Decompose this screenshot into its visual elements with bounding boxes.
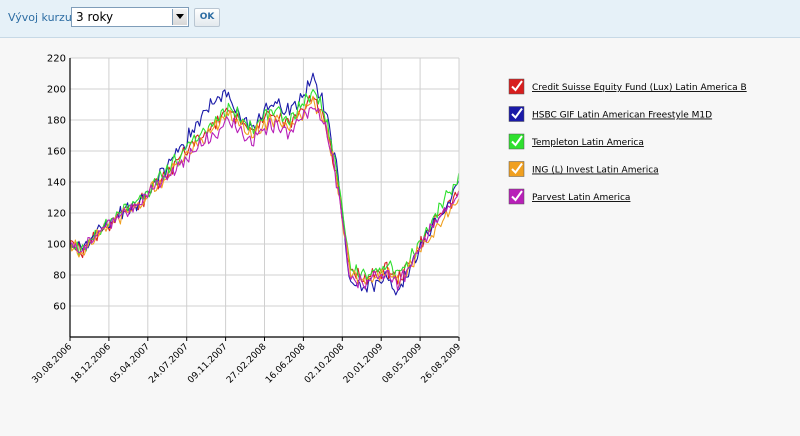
period-select-value: 3 roky bbox=[76, 10, 114, 24]
y-tick-label: 120 bbox=[47, 209, 66, 220]
x-tick-label: 26.08.2009 bbox=[420, 342, 464, 386]
period-label: Vývoj kurzu: bbox=[8, 11, 76, 24]
legend-label[interactable]: HSBC GIF Latin American Freestyle M1D bbox=[532, 111, 712, 121]
x-tick-label: 02.10.2008 bbox=[303, 342, 347, 386]
x-tick-label: 08.05.2009 bbox=[381, 342, 425, 386]
legend-item[interactable]: HSBC GIF Latin American Freestyle M1D bbox=[508, 106, 712, 122]
x-axis-ticks: 30.08.200618.12.200605.04.200724.07.2007… bbox=[31, 342, 464, 386]
legend-label[interactable]: ING (L) Invest Latin America bbox=[532, 166, 659, 176]
period-select[interactable]: 3 roky bbox=[71, 7, 189, 27]
legend-label[interactable]: Credit Suisse Equity Fund (Lux) Latin Am… bbox=[532, 83, 747, 93]
legend-item[interactable]: Parvest Latin America bbox=[508, 188, 630, 205]
x-tick-label: 24.07.2007 bbox=[147, 342, 191, 386]
legend-label[interactable]: Templeton Latin America bbox=[531, 138, 644, 148]
x-tick-label: 27.02.2008 bbox=[225, 342, 269, 386]
dropdown-arrow-icon[interactable] bbox=[172, 9, 187, 25]
y-tick-label: 200 bbox=[47, 85, 66, 96]
x-tick-label: 09.11.2007 bbox=[186, 342, 230, 386]
legend-item[interactable]: Credit Suisse Equity Fund (Lux) Latin Am… bbox=[508, 78, 747, 95]
series-line bbox=[69, 106, 460, 291]
chart-grid bbox=[69, 57, 460, 337]
y-tick-label: 60 bbox=[53, 302, 66, 313]
y-axis-ticks: 60 80 100 120 140 160 180 200 220 bbox=[47, 54, 66, 313]
chart-legend: Credit Suisse Equity Fund (Lux) Latin Am… bbox=[508, 78, 747, 205]
x-tick-label: 05.04.2007 bbox=[108, 342, 152, 386]
checkmark-icon bbox=[511, 190, 523, 202]
y-tick-label: 100 bbox=[47, 240, 66, 251]
checkmark-icon bbox=[511, 135, 523, 147]
x-tick-label: 20.01.2009 bbox=[342, 342, 386, 386]
chart-axes bbox=[69, 58, 460, 341]
chart-lines bbox=[69, 72, 460, 296]
price-chart: 60 80 100 120 140 160 180 200 220 30.08.200618.1… bbox=[31, 54, 747, 386]
legend-item[interactable]: Templeton Latin America bbox=[508, 133, 644, 150]
checkmark-icon bbox=[511, 80, 523, 92]
y-tick-label: 180 bbox=[47, 116, 66, 127]
y-tick-label: 80 bbox=[53, 271, 66, 282]
y-tick-label: 160 bbox=[47, 147, 66, 158]
ok-button[interactable]: OK bbox=[194, 8, 220, 27]
x-tick-label: 18.12.2006 bbox=[70, 342, 114, 386]
x-tick-label: 30.08.2006 bbox=[31, 342, 75, 386]
y-tick-label: 220 bbox=[47, 54, 66, 65]
checkmark-icon bbox=[511, 162, 523, 175]
x-tick-label: 16.06.2008 bbox=[264, 342, 308, 386]
legend-item[interactable]: ING (L) Invest Latin America bbox=[508, 161, 659, 177]
checkmark-icon bbox=[511, 107, 523, 120]
series-line bbox=[69, 95, 460, 287]
y-tick-label: 140 bbox=[47, 178, 66, 189]
legend-label[interactable]: Parvest Latin America bbox=[532, 193, 630, 203]
toolbar: Vývoj kurzu: 3 roky OK bbox=[0, 0, 800, 38]
chart-panel: 60 80 100 120 140 160 180 200 220 30.08.2006 18.1… bbox=[0, 39, 800, 432]
